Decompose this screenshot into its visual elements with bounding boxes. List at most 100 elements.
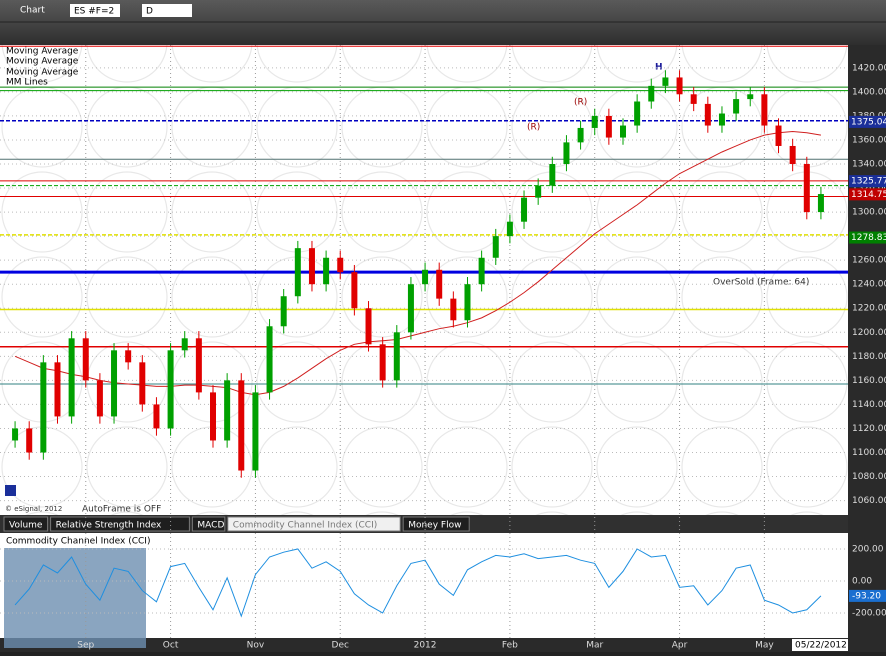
pane-title: Commodity Channel Index (CCI) (6, 537, 150, 547)
y-tick-label: 1360.00 (852, 135, 886, 145)
p-button[interactable] (5, 485, 16, 496)
candle-body (450, 298, 457, 321)
candle-body (535, 185, 542, 198)
y-tick-label: 1260.00 (852, 256, 886, 266)
x-tick-label: Sep (77, 641, 94, 651)
candle-body (605, 115, 612, 138)
candle-body (68, 338, 75, 417)
copyright: © eSignal, 2012 (5, 505, 62, 513)
y-tick-label: 200.00 (852, 544, 884, 554)
candle-body (153, 404, 160, 429)
peak-label: (R) (527, 123, 540, 133)
price-marker (849, 188, 886, 201)
last-date-box (792, 639, 848, 651)
candle-body (563, 142, 570, 165)
tab-label[interactable]: Commodity Channel Index (CCI) (233, 521, 377, 531)
symbol[interactable]: ES #F=2 (74, 7, 114, 17)
value-marker (849, 589, 886, 602)
y-tick-label: 1340.00 (852, 160, 886, 170)
candle-body (789, 145, 796, 165)
candle-body (407, 284, 414, 333)
candle-body (96, 380, 103, 417)
legend-label: MM Lines (6, 78, 48, 88)
candle-body (210, 392, 216, 441)
tab-label[interactable]: Money Flow (408, 521, 461, 531)
autoframe-label: AutoFrame is OFF (82, 505, 161, 515)
candle-body (492, 236, 499, 258)
candle-body (294, 248, 301, 297)
x-tick-label: Apr (672, 641, 688, 651)
candle-body (393, 332, 400, 381)
candle-body (337, 257, 344, 273)
tab[interactable] (402, 516, 470, 532)
candle-body (422, 269, 429, 285)
candle-body (111, 350, 118, 417)
interval-box[interactable] (142, 4, 192, 17)
candle-body (478, 257, 485, 285)
candle-body (238, 380, 245, 471)
tab-label[interactable]: MACD (197, 521, 224, 531)
candle-body (82, 338, 89, 381)
x-tick-label: 2012 (414, 641, 437, 651)
y-tick-label: 1120.00 (852, 424, 886, 434)
candle-body (379, 344, 386, 381)
y-tick-label: -200.00 (852, 608, 886, 618)
candle-body (577, 127, 584, 143)
candle-body (733, 99, 740, 114)
candle-body (125, 350, 132, 363)
peak-label: (R) (574, 98, 587, 108)
candle-body (718, 113, 725, 126)
x-tick-label: Oct (163, 641, 179, 651)
y-tick-label: 1240.00 (852, 280, 886, 290)
candle-body (648, 85, 655, 102)
candle-body (704, 103, 711, 126)
candle-body (139, 362, 146, 405)
window-title: Chart (20, 6, 45, 16)
candle-body (167, 350, 174, 429)
legend-label: Moving Average (6, 47, 79, 57)
candle-body (690, 94, 697, 104)
candle-body (591, 115, 598, 128)
candle-body (761, 94, 768, 126)
candle-body (280, 296, 287, 327)
symbol-box[interactable] (70, 4, 120, 17)
y-tick-label: 1400.00 (852, 87, 886, 97)
oversold-label: OverSold (Frame: 64) (713, 278, 809, 288)
price-marker (849, 175, 886, 188)
moving-average (14, 131, 822, 396)
tab[interactable] (191, 516, 226, 532)
legend-label: Moving Average (6, 57, 79, 67)
tab[interactable] (3, 516, 49, 532)
tab-label[interactable]: Volume (9, 521, 43, 531)
y-tick-label: 1420.00 (852, 63, 886, 73)
data-window (4, 548, 146, 648)
candle-body (549, 164, 556, 186)
y-tick-label: 1100.00 (852, 448, 886, 458)
candle-body (40, 362, 47, 453)
candle-body (351, 272, 358, 309)
candle-body (266, 326, 273, 393)
price-axis (848, 45, 886, 652)
candle-body (747, 94, 754, 100)
y-tick-label: 1300.00 (852, 208, 886, 218)
x-tick-label: Mar (586, 641, 603, 651)
x-tick-label: Nov (247, 641, 265, 651)
value-marker-label: -93.20 (852, 591, 881, 601)
tab[interactable] (227, 516, 401, 532)
candle-body (506, 221, 513, 237)
y-tick-label: 1140.00 (852, 400, 886, 410)
candle-body (803, 164, 810, 213)
price-marker-label: 1375.04 (851, 117, 886, 127)
tab-label[interactable]: Relative Strength Index (56, 521, 162, 531)
candle-body (181, 338, 188, 351)
candle-body (817, 194, 824, 213)
price-marker (849, 231, 886, 244)
peak-label: H (655, 63, 663, 73)
date-axis (0, 638, 848, 652)
legend-label: Moving Average (6, 68, 79, 78)
candle-body (26, 428, 33, 453)
tab[interactable] (50, 516, 190, 532)
interval[interactable]: D (146, 7, 153, 17)
